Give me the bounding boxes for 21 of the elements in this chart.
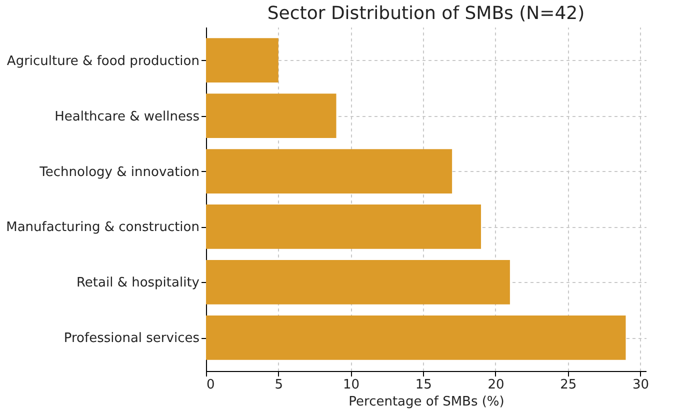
bar	[206, 260, 510, 304]
bar	[206, 38, 278, 82]
x-tick-label: 25	[560, 378, 577, 392]
x-tick-label: 20	[488, 378, 504, 392]
bar	[206, 149, 452, 194]
y-tick-label: Retail & hospitality	[76, 276, 200, 291]
y-tick-label: Professional services	[64, 331, 200, 346]
x-axis-title: Percentage of SMBs (%)	[348, 394, 504, 410]
chart-title: Sector Distribution of SMBs (N=42)	[267, 3, 585, 24]
y-tick-label: Manufacturing & construction	[6, 220, 200, 236]
bar	[206, 204, 481, 249]
x-tick-label: 0	[206, 378, 215, 392]
x-tick-label: 30	[632, 378, 649, 392]
y-tick-label: Healthcare & wellness	[54, 109, 200, 124]
bar	[206, 94, 336, 138]
y-tick-label: Technology & innovation	[38, 164, 200, 180]
x-tick-label: 5	[274, 378, 284, 392]
x-tick-label: 15	[415, 378, 432, 392]
x-tick-label: 10	[342, 378, 360, 392]
y-tick-label: Agriculture & food production	[6, 54, 200, 69]
bar	[206, 316, 626, 360]
